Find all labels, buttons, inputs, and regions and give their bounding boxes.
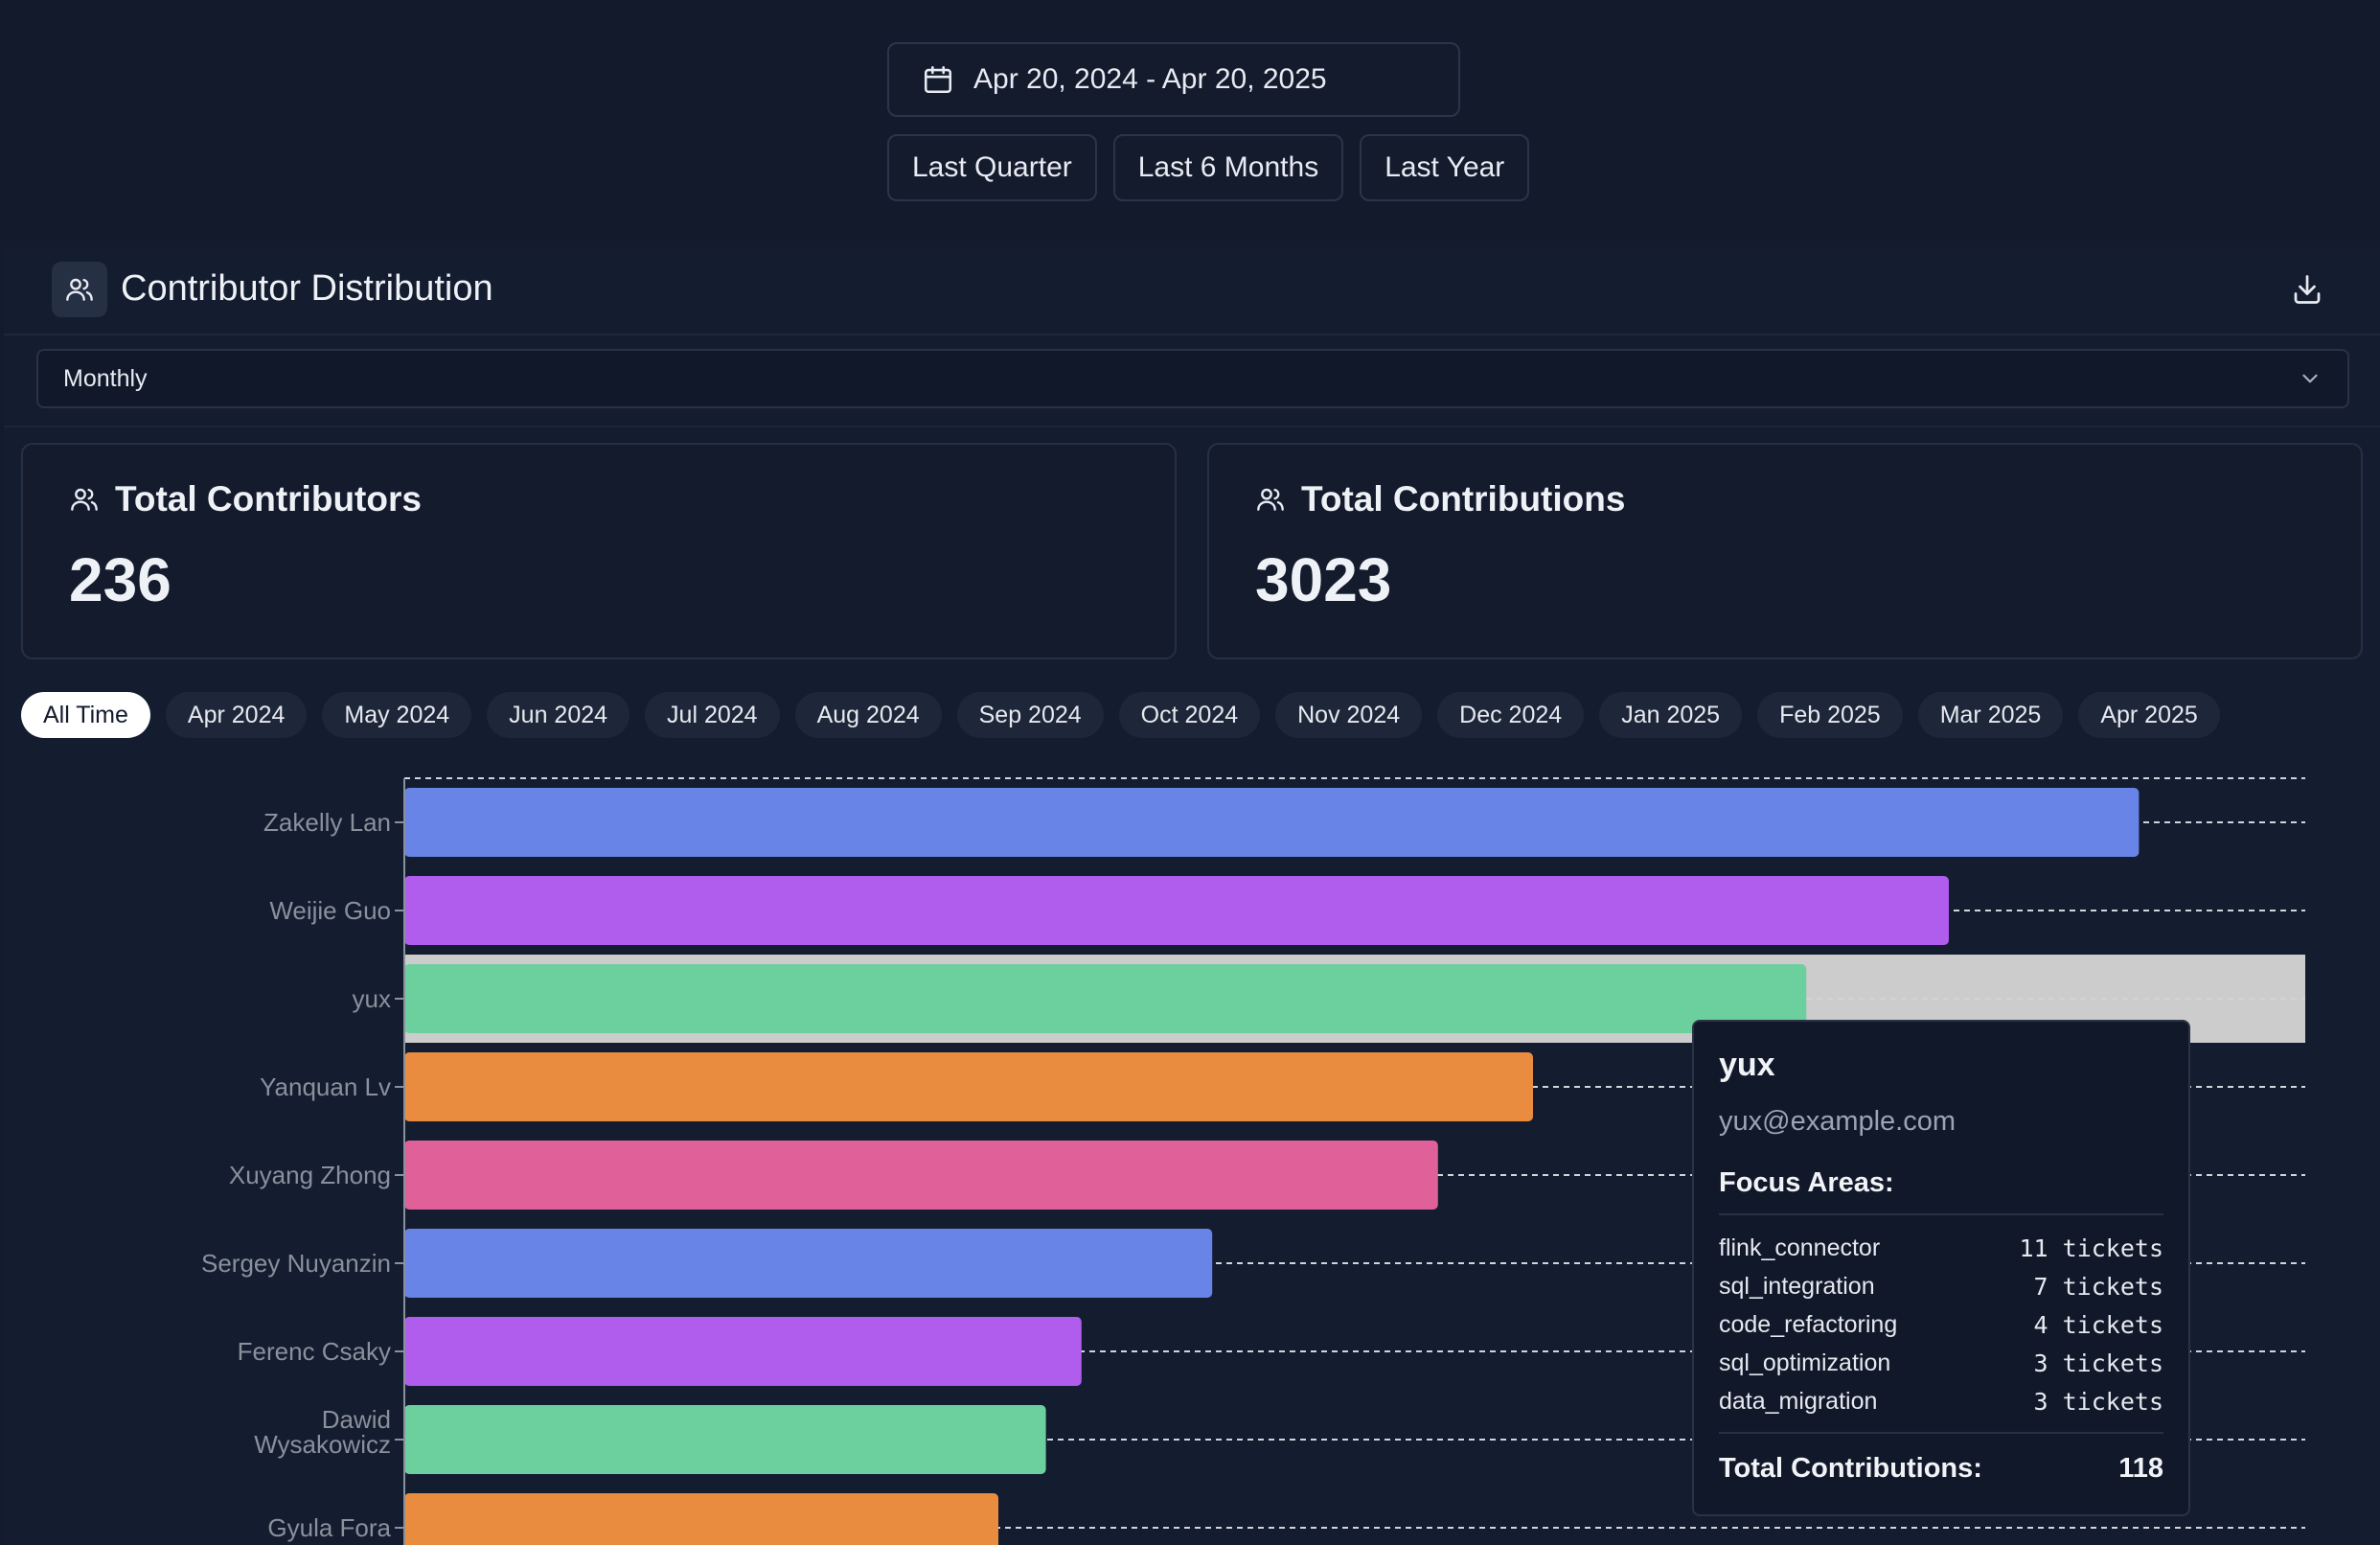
total-contributors-card: Total Contributors 236 bbox=[21, 443, 1177, 659]
top-bar: Apr 20, 2024 - Apr 20, 2025 Last Quarter… bbox=[0, 0, 2380, 247]
focus-area-name: code_refactoring bbox=[1719, 1310, 1898, 1338]
total-contributions-card: Total Contributions 3023 bbox=[1207, 443, 2363, 659]
month-filter-apr-2024[interactable]: Apr 2024 bbox=[165, 692, 308, 738]
bar-yanquan-lv[interactable] bbox=[404, 1052, 1533, 1121]
month-filter-may-2024[interactable]: May 2024 bbox=[322, 692, 472, 738]
tooltip-total-value: 118 bbox=[2118, 1453, 2163, 1484]
y-tick-label: Dawid Wysakowicz bbox=[254, 1405, 391, 1459]
focus-area-name: sql_optimization bbox=[1719, 1349, 1891, 1376]
y-tick-label: Yanquan Lv bbox=[260, 1072, 391, 1101]
focus-area-list: flink_connector 11 tickets sql_integration… bbox=[1719, 1229, 2163, 1420]
tooltip-total-label: Total Contributions: bbox=[1719, 1453, 1982, 1484]
y-tick-label: Ferenc Csaky bbox=[238, 1337, 391, 1366]
tooltip-focus-title: Focus Areas: bbox=[1719, 1167, 1894, 1198]
date-range-label: Apr 20, 2024 - Apr 20, 2025 bbox=[973, 63, 1327, 95]
month-filter-feb-2025[interactable]: Feb 2025 bbox=[1757, 692, 1903, 738]
month-filter-all-time[interactable]: All Time bbox=[21, 692, 150, 738]
tooltip-divider bbox=[1719, 1213, 2163, 1215]
bar-yux[interactable] bbox=[404, 964, 1807, 1033]
contributor-panel: Contributor Distribution Monthly Total C… bbox=[4, 247, 2380, 1545]
focus-area-name: data_migration bbox=[1719, 1387, 1878, 1415]
total-contributions-title-row: Total Contributions bbox=[1255, 479, 1625, 519]
month-filter-jan-2025[interactable]: Jan 2025 bbox=[1599, 692, 1743, 738]
focus-area-count: 11 tickets bbox=[2019, 1234, 2163, 1262]
tooltip-total-row: Total Contributions: 118 bbox=[1719, 1453, 2163, 1485]
focus-area-count: 3 tickets bbox=[2033, 1349, 2163, 1377]
focus-area-row: data_migration 3 tickets bbox=[1719, 1382, 2163, 1420]
quick-range-buttons: Last Quarter Last 6 Months Last Year bbox=[887, 134, 1530, 201]
contributor-tooltip: yux yux@example.com Focus Areas: flink_c… bbox=[1692, 1020, 2190, 1516]
users-icon bbox=[52, 262, 107, 317]
chevron-down-icon bbox=[2302, 374, 2318, 383]
bar-weijie-guo[interactable] bbox=[404, 876, 1949, 945]
granularity-select[interactable]: Monthly bbox=[36, 349, 2349, 408]
bar-ferenc-csaky[interactable] bbox=[404, 1317, 1082, 1386]
month-filter-sep-2024[interactable]: Sep 2024 bbox=[956, 692, 1104, 738]
focus-area-name: flink_connector bbox=[1719, 1234, 1881, 1261]
tooltip-divider bbox=[1719, 1432, 2163, 1434]
month-filter-mar-2025[interactable]: Mar 2025 bbox=[1917, 692, 2064, 738]
y-tick-label: Gyula Fora bbox=[267, 1513, 391, 1542]
month-filter-apr-2025[interactable]: Apr 2025 bbox=[2078, 692, 2220, 738]
users-icon bbox=[71, 488, 98, 511]
y-tick-label: yux bbox=[353, 984, 391, 1013]
focus-area-row: code_refactoring 4 tickets bbox=[1719, 1305, 2163, 1344]
month-filter-bar: All Time Apr 2024 May 2024 Jun 2024 Jul 2024… bbox=[21, 692, 2220, 738]
tooltip-name: yux bbox=[1719, 1047, 1775, 1083]
focus-area-count: 3 tickets bbox=[2033, 1387, 2163, 1416]
users-icon bbox=[1257, 488, 1284, 511]
date-range-picker[interactable]: Apr 20, 2024 - Apr 20, 2025 bbox=[887, 42, 1460, 117]
panel-header: Contributor Distribution bbox=[4, 247, 2380, 335]
focus-area-count: 4 tickets bbox=[2033, 1310, 2163, 1339]
total-contributors-title: Total Contributors bbox=[115, 479, 422, 519]
panel-title: Contributor Distribution bbox=[121, 268, 493, 309]
month-filter-aug-2024[interactable]: Aug 2024 bbox=[794, 692, 942, 738]
month-filter-nov-2024[interactable]: Nov 2024 bbox=[1275, 692, 1423, 738]
last-6-months-button[interactable]: Last 6 Months bbox=[1112, 134, 1344, 201]
calendar-icon bbox=[924, 65, 952, 94]
y-tick-label: Weijie Guo bbox=[269, 896, 391, 925]
month-filter-jul-2024[interactable]: Jul 2024 bbox=[645, 692, 780, 738]
tooltip-email: yux@example.com bbox=[1719, 1106, 1957, 1137]
bar-xuyang-zhong[interactable] bbox=[404, 1141, 1438, 1210]
total-contributions-value: 3023 bbox=[1255, 545, 1392, 614]
month-filter-dec-2024[interactable]: Dec 2024 bbox=[1437, 692, 1585, 738]
focus-area-row: sql_optimization 3 tickets bbox=[1719, 1344, 2163, 1382]
download-icon[interactable] bbox=[2290, 272, 2324, 307]
bar-gyula-fora[interactable] bbox=[404, 1493, 998, 1545]
focus-area-row: flink_connector 11 tickets bbox=[1719, 1229, 2163, 1267]
divider bbox=[4, 426, 2380, 427]
month-filter-oct-2024[interactable]: Oct 2024 bbox=[1118, 692, 1261, 738]
bar-zakelly-lan[interactable] bbox=[404, 788, 2140, 857]
granularity-value: Monthly bbox=[63, 364, 148, 392]
y-tick-label: Xuyang Zhong bbox=[229, 1161, 391, 1189]
focus-area-count: 7 tickets bbox=[2033, 1272, 2163, 1301]
total-contributors-value: 236 bbox=[69, 545, 172, 614]
contributor-bar-chart: Zakelly Lan Weijie Guo yux Yanquan Lv Xuyang… bbox=[201, 777, 2305, 1545]
bar-sergey-nuyanzin[interactable] bbox=[404, 1229, 1213, 1298]
total-contributions-title: Total Contributions bbox=[1301, 479, 1626, 519]
focus-area-row: sql_integration 7 tickets bbox=[1719, 1267, 2163, 1305]
y-tick-label: Zakelly Lan bbox=[263, 808, 391, 837]
bar-dawid-wysakowicz[interactable] bbox=[404, 1405, 1046, 1474]
last-year-button[interactable]: Last Year bbox=[1360, 134, 1530, 201]
month-filter-jun-2024[interactable]: Jun 2024 bbox=[487, 692, 630, 738]
last-quarter-button[interactable]: Last Quarter bbox=[887, 134, 1097, 201]
y-tick-label: Sergey Nuyanzin bbox=[201, 1249, 391, 1278]
focus-area-name: sql_integration bbox=[1719, 1272, 1875, 1300]
total-contributors-title-row: Total Contributors bbox=[69, 479, 422, 519]
